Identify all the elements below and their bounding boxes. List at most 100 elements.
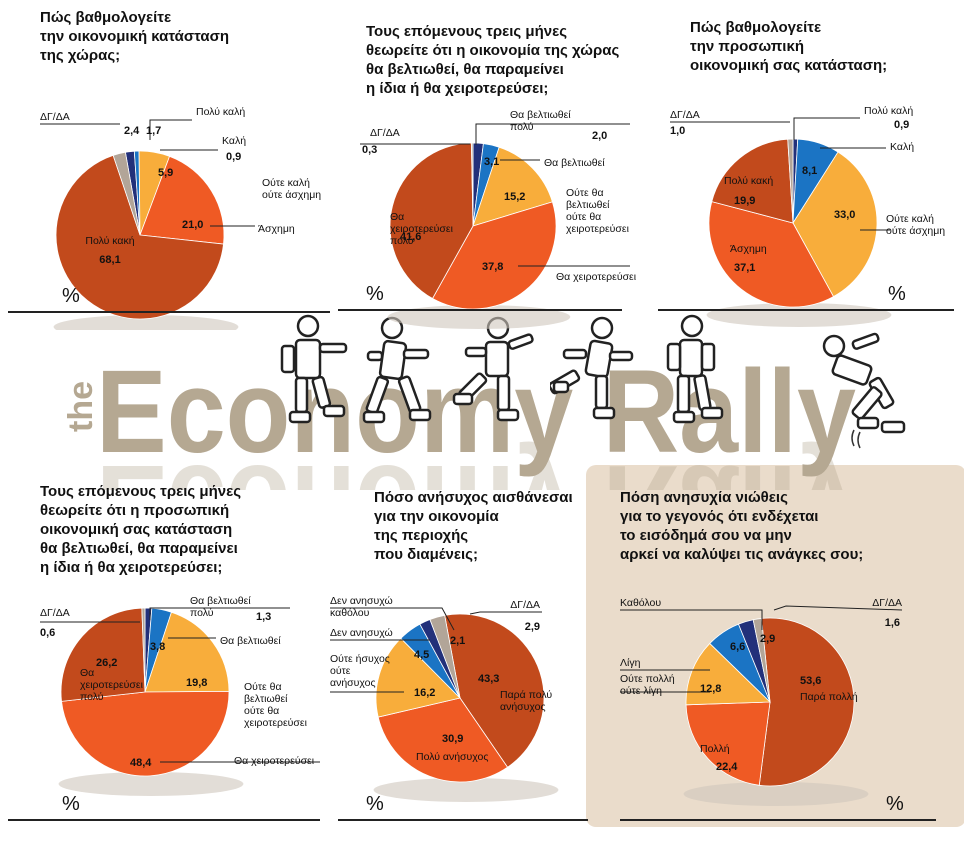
slice-value: 53,6 xyxy=(800,675,821,687)
leader-line xyxy=(793,117,860,140)
slice-label: χειροτερεύσει xyxy=(390,223,454,235)
slice-label: ανήσυχος xyxy=(500,701,546,713)
question-line: θεωρείτε ότι η οικονομία της χώρας xyxy=(366,42,619,59)
slice-label: πολύ xyxy=(390,235,414,247)
leader-line xyxy=(330,607,455,631)
question-line: για την οικονομία xyxy=(374,508,499,525)
pie-slice xyxy=(377,697,509,783)
pie-shadow xyxy=(53,315,239,330)
slice-label: Πολλή xyxy=(700,743,730,755)
slice-value: 37,8 xyxy=(482,261,503,273)
unit-label: % xyxy=(62,793,80,815)
slice-label: Παρά πολλή xyxy=(800,691,858,703)
slice-label: Ούτε θα xyxy=(244,681,282,693)
slice-label: Λίγη xyxy=(620,657,641,669)
pie-shadow xyxy=(373,778,559,802)
slice-value: 15,2 xyxy=(504,191,525,203)
pie-slice xyxy=(60,607,146,702)
slice-label: ούτε λίγη xyxy=(620,685,662,697)
pie-slice xyxy=(432,201,557,310)
slice-label: ούτε άσχημη xyxy=(262,189,321,201)
slice-value: 26,2 xyxy=(96,657,117,669)
pie-slice xyxy=(685,642,771,706)
question-line: οικονομική σας κατάσταση; xyxy=(690,57,887,74)
slice-label: Ούτε πολλή xyxy=(620,673,675,685)
slice-value: 6,6 xyxy=(730,641,745,653)
slice-label: ΔΓ/ΔΑ xyxy=(872,597,902,609)
question-line: η ίδια ή θα χειροτερεύσει; xyxy=(40,559,222,576)
question-line: Τους επόμενους τρεις μήνες xyxy=(366,23,567,40)
question-line: Τους επόμενους τρεις μήνες xyxy=(40,483,241,500)
slice-label: ΔΓ/ΔΑ xyxy=(510,599,540,611)
leader-line xyxy=(469,611,542,615)
question-line: Πόση ανησυχία νιώθεις xyxy=(620,489,788,506)
pie-slice xyxy=(375,637,461,718)
question-line: της χώρας; xyxy=(40,47,120,64)
unit-label: % xyxy=(888,283,906,305)
slice-value: 1,6 xyxy=(885,617,900,629)
pie-chart-country-economy-outlook: Τους επόμενους τρεις μήνες θεωρείτε ότι η… xyxy=(338,23,637,329)
leader-line xyxy=(149,119,192,140)
pie-slice xyxy=(429,614,461,699)
slice-value: 0,6 xyxy=(40,627,55,639)
question-line: το εισόδημά σου να μην xyxy=(620,527,792,544)
slice-value: 8,1 xyxy=(802,165,817,177)
slice-label: Θα χειροτερεύσει xyxy=(234,755,315,767)
slice-label: Ούτε καλή xyxy=(262,177,310,189)
question-line: η ίδια ή θα χειροτερεύσει; xyxy=(366,80,548,97)
pie-chart-personal-finance-outlook: Τους επόμενους τρεις μήνες θεωρείτε ότι η… xyxy=(8,483,320,821)
unit-label: % xyxy=(886,793,904,815)
slice-label: ΔΓ/ΔΑ xyxy=(370,127,400,139)
leader-line xyxy=(475,123,630,145)
slice-label: Δεν ανησυχώ xyxy=(330,595,393,607)
pie-chart-income-worry: Πόση ανησυχία νιώθεις για το γεγονός ότι … xyxy=(620,489,936,821)
slice-value: 43,3 xyxy=(478,673,499,685)
pie-chart-country-economy-rating: Πώς βαθμολογείτε την οικονομική κατάσταση… xyxy=(8,9,330,330)
slice-value: 1,3 xyxy=(256,611,271,623)
pie-slice xyxy=(112,151,141,236)
slice-label: Δεν ανησυχώ xyxy=(330,627,393,639)
slice-value: 0,9 xyxy=(894,119,909,131)
slice-label: χειροτερεύσει xyxy=(244,717,308,729)
question-line: για το γεγονός ότι ενδέχεται xyxy=(620,508,818,525)
slice-value: 2,9 xyxy=(525,621,540,633)
pie-shadow xyxy=(58,772,244,796)
slice-label: ούτε άσχημη xyxy=(886,225,945,237)
slice-label: ΔΓ/ΔΑ xyxy=(40,607,70,619)
slice-label: ούτε θα xyxy=(566,211,601,223)
question-line: που διαμένεις; xyxy=(374,546,478,563)
question-line: Πώς βαθμολογείτε xyxy=(690,19,821,36)
unit-label: % xyxy=(62,285,80,307)
pie-chart-personal-finance-rating: Πώς βαθμολογείτε την προσωπική οικονομική … xyxy=(658,19,954,327)
runner-figure-1 xyxy=(280,314,348,424)
wordmark-the: the xyxy=(62,381,100,432)
pie-slice xyxy=(711,138,794,224)
slice-label: Θα βελτιωθεί xyxy=(220,635,281,647)
slice-value: 0,3 xyxy=(362,144,377,156)
pie-slice xyxy=(444,613,545,768)
slice-label: Παρά πολύ xyxy=(500,689,552,701)
pie-slice xyxy=(55,154,224,320)
slice-value: 1,7 xyxy=(146,125,161,137)
runner-figure-6 xyxy=(822,332,906,449)
pie-slice xyxy=(141,607,146,693)
pie-slice xyxy=(708,201,835,308)
pie-slice xyxy=(685,701,771,786)
runner-figure-5 xyxy=(666,314,724,424)
slice-value: 30,9 xyxy=(442,733,463,745)
slice-label: Πολύ κακή xyxy=(724,175,773,187)
economy-rally-wordmark: Economy Rally Economy Rally the xyxy=(62,346,856,490)
slice-value: 22,4 xyxy=(716,761,738,773)
unit-label: % xyxy=(366,793,384,815)
slice-value: 41,6 xyxy=(400,231,421,243)
slice-label: Ούτε καλή xyxy=(886,213,934,225)
slice-label: Ούτε ήσυχος xyxy=(330,653,390,665)
wordmark-reflection-text: Economy Rally xyxy=(96,440,856,490)
slice-value: 3,1 xyxy=(484,156,499,168)
question-line: οικονομική σας κατάσταση xyxy=(40,521,232,538)
slice-label: χειροτερεύσει xyxy=(80,679,144,691)
slice-label: χειροτερεύσει xyxy=(566,223,630,235)
slice-label: ανήσυχος xyxy=(330,677,376,689)
slice-label: πολύ xyxy=(510,121,534,133)
question-line: θεωρείτε ότι η προσωπική xyxy=(40,502,229,519)
